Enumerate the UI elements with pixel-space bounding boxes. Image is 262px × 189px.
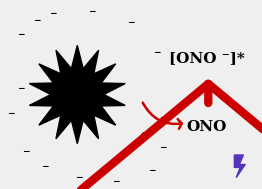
Text: −: −	[49, 9, 56, 18]
Text: e⁻: e⁻	[140, 129, 156, 143]
Text: −: −	[33, 16, 40, 25]
Text: −: −	[88, 7, 95, 16]
Text: −: −	[23, 147, 30, 156]
Text: −: −	[17, 29, 25, 39]
Text: [ONO ⁻]*: [ONO ⁻]*	[169, 52, 245, 66]
Text: −: −	[7, 109, 14, 118]
Polygon shape	[29, 45, 125, 144]
Polygon shape	[234, 155, 245, 178]
Text: −: −	[148, 166, 156, 175]
Text: −: −	[159, 113, 166, 122]
Text: −: −	[75, 173, 82, 182]
Text: −: −	[41, 162, 48, 171]
Text: −: −	[17, 84, 25, 93]
Text: −: −	[127, 18, 135, 27]
Text: ONO: ONO	[187, 120, 227, 134]
Text: −: −	[154, 48, 161, 57]
Text: −: −	[159, 143, 166, 152]
Text: −: −	[112, 177, 119, 186]
